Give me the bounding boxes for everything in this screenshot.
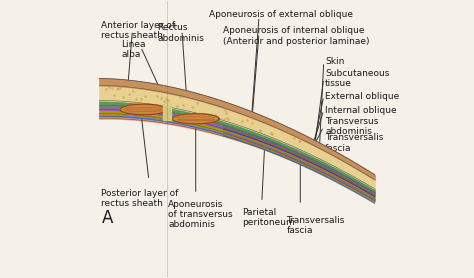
Text: Aponeurosis of internal oblique
(Anterior and posterior laminae): Aponeurosis of internal oblique (Anterio…: [223, 26, 370, 46]
Polygon shape: [120, 104, 167, 115]
Text: A: A: [102, 209, 113, 227]
Text: Posterior layer of
rectus sheath: Posterior layer of rectus sheath: [101, 188, 178, 208]
Polygon shape: [173, 114, 219, 124]
Text: Transversalis
fascia: Transversalis fascia: [287, 216, 345, 235]
Text: Aponeurosis
of transversus
abdominis: Aponeurosis of transversus abdominis: [168, 200, 233, 229]
Text: Anterior layer of
rectus sheath: Anterior layer of rectus sheath: [101, 21, 175, 40]
Text: Subcutaneous
tissue: Subcutaneous tissue: [325, 69, 390, 88]
Text: Aponeurosis of external oblique: Aponeurosis of external oblique: [210, 10, 354, 19]
Text: Skin: Skin: [325, 58, 345, 66]
Text: Linea
alba: Linea alba: [121, 40, 146, 59]
Text: Internal oblique: Internal oblique: [325, 106, 397, 115]
Text: Transversus
abdominis: Transversus abdominis: [325, 117, 378, 136]
Text: Rectus
abdominis: Rectus abdominis: [157, 23, 204, 43]
Text: External oblique: External oblique: [325, 92, 399, 101]
Text: Transversalis
fascia: Transversalis fascia: [325, 133, 383, 153]
Text: Parietal
peritoneum: Parietal peritoneum: [243, 208, 295, 227]
